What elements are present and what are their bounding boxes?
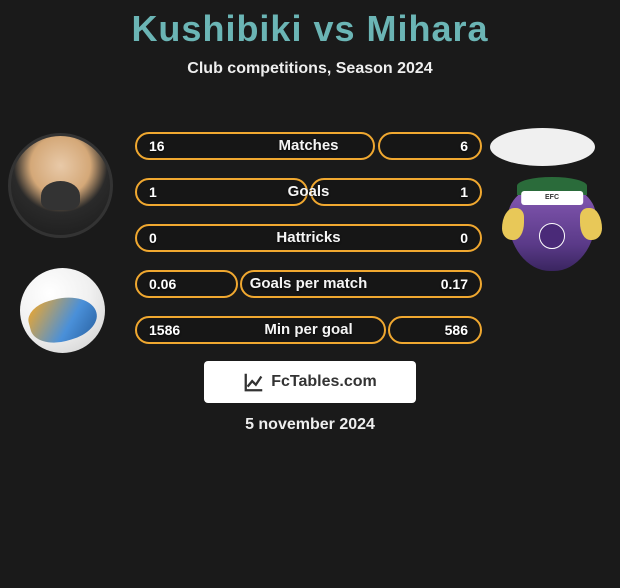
brand-text: FcTables.com [271,373,377,391]
subtitle: Club competitions, Season 2024 [0,60,620,78]
stat-row-min-per-goal: 1586 Min per goal 586 [135,316,482,344]
stat-row-goals-per-match: 0.06 Goals per match 0.17 [135,270,482,298]
stats-container: 16 Matches 6 1 Goals 1 0 Hattricks 0 0.0… [135,132,482,362]
stat-right-value: 0.17 [427,270,482,298]
stat-label: Matches [135,132,482,160]
stat-label: Hattricks [135,224,482,252]
stat-row-goals: 1 Goals 1 [135,178,482,206]
chart-icon [243,371,265,393]
badge-banner: EFC [521,191,583,205]
stat-right-value: 6 [446,132,482,160]
stat-label: Goals [135,178,482,206]
stat-right-value: 586 [431,316,482,344]
left-player-photo [8,133,113,238]
page-title: Kushibiki vs Mihara [0,8,620,50]
brand-box[interactable]: FcTables.com [204,361,416,403]
right-player-photo-placeholder [490,128,595,166]
footer-date: 5 november 2024 [0,416,620,434]
right-club-badge: EFC [502,183,602,273]
stat-right-value: 0 [446,224,482,252]
stat-right-value: 1 [446,178,482,206]
stat-row-matches: 16 Matches 6 [135,132,482,160]
stat-row-hattricks: 0 Hattricks 0 [135,224,482,252]
left-club-badge [20,268,120,353]
